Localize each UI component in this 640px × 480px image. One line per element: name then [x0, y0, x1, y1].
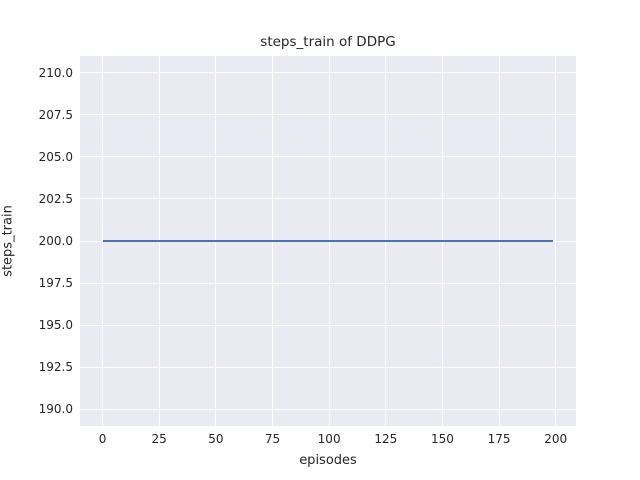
x-tick-label: 100 [317, 432, 341, 446]
y-tick-label: 202.5 [38, 191, 73, 206]
x-tick-label: 25 [151, 432, 167, 446]
y-tick-label: 192.5 [38, 360, 73, 375]
y-gridline [80, 408, 576, 410]
x-tick-label: 200 [544, 432, 568, 446]
y-tick-label: 205.0 [38, 149, 73, 164]
x-tick-label: 50 [208, 432, 224, 446]
y-tick-label: 200.0 [38, 234, 73, 248]
x-tick-label: 150 [430, 432, 454, 446]
y-gridline [80, 72, 576, 74]
y-gridline [80, 324, 576, 326]
x-tick-label: 0 [98, 432, 107, 446]
plot-area [80, 56, 576, 426]
y-tick-label: 190.0 [38, 402, 73, 417]
x-tick-label: 125 [374, 432, 398, 446]
chart-title: steps_train of DDPG [260, 34, 396, 50]
x-tick-label: 75 [264, 432, 281, 446]
series-line-steps_train [102, 240, 554, 242]
y-gridline [80, 366, 576, 368]
y-tick-label: 195.0 [38, 318, 73, 333]
x-axis-label: episodes [299, 453, 357, 468]
y-tick-label: 197.5 [38, 276, 73, 291]
y-tick-label: 207.5 [38, 107, 73, 122]
y-tick-label: 210.0 [38, 65, 73, 80]
x-tick-label: 175 [487, 432, 511, 446]
y-gridline [80, 114, 576, 116]
y-gridline [80, 156, 576, 158]
y-gridline [80, 282, 576, 284]
y-gridline [80, 198, 576, 200]
